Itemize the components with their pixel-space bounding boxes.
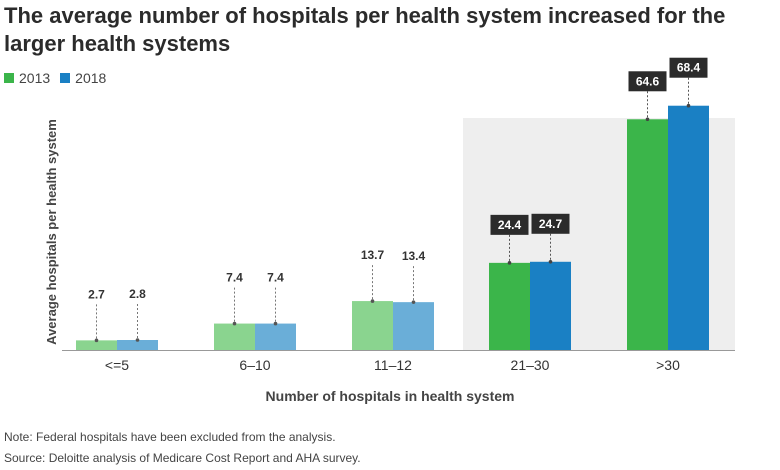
- value-label-box-2013-3: [490, 214, 529, 235]
- legend-label-2018: 2018: [75, 70, 107, 86]
- leader-dot-2013-1: [232, 321, 237, 326]
- value-label-2013-2: 13.7: [361, 248, 385, 262]
- x-tick-label-3: 21–30: [511, 357, 550, 373]
- legend-item-2013: 2013: [4, 70, 50, 86]
- leader-dot-2018-0: [135, 338, 140, 342]
- legend-swatch-2013: [4, 73, 14, 83]
- leader-dot-2013-4: [645, 117, 650, 122]
- x-tick-label-2: 11–12: [374, 357, 412, 373]
- bar-2013-4: [627, 119, 668, 351]
- legend-item-2018: 2018: [60, 70, 106, 86]
- x-axis-title: Number of hospitals in health system: [266, 388, 515, 404]
- leader-dot-2018-2: [411, 300, 416, 304]
- value-label-2018-1: 7.4: [267, 271, 284, 285]
- leader-dot-2018-1: [273, 321, 278, 326]
- legend: 2013 2018: [4, 70, 116, 86]
- leader-dot-2018-4: [686, 103, 691, 108]
- bar-2018-3: [530, 261, 571, 350]
- value-label-box-2018-3: [531, 213, 570, 234]
- legend-swatch-2018: [60, 73, 71, 83]
- leader-dot-2018-3: [548, 259, 553, 264]
- legend-label-2013: 2013: [19, 70, 51, 86]
- x-tick-label-0: <=5: [105, 357, 129, 373]
- chart-title: The average number of hospitals per heal…: [4, 3, 726, 56]
- y-axis-title: Average hospitals per health system: [44, 119, 59, 345]
- bar-chart: 2.7 2.8 <=5 7.4 7.4 6–10 13.7 13.4 11–12 24.4 24.7…: [44, 57, 735, 404]
- footnote: Note: Federal hospitals have been exclud…: [4, 430, 336, 444]
- value-label-2013-4: 64.6: [636, 74, 660, 88]
- value-label-box-2018-4: [669, 57, 708, 78]
- value-label-2013-1: 7.4: [226, 271, 243, 285]
- bar-2018-2: [393, 302, 434, 350]
- x-tick-label-1: 6–10: [239, 357, 270, 373]
- value-label-2018-4: 68.4: [677, 61, 701, 75]
- leader-dot-2013-0: [94, 338, 99, 343]
- bar-2013-1: [214, 323, 255, 350]
- bar-2013-3: [489, 262, 530, 350]
- value-label-2018-3: 24.7: [539, 217, 563, 231]
- value-label-2013-0: 2.7: [88, 287, 105, 301]
- x-tick-label-4: >30: [656, 357, 680, 373]
- leader-dot-2013-2: [370, 299, 375, 303]
- value-label-2018-0: 2.8: [129, 287, 146, 301]
- value-label-box-2013-4: [628, 71, 667, 92]
- bar-2013-0: [76, 340, 117, 350]
- bar-2013-2: [352, 301, 393, 350]
- bar-2018-0: [117, 340, 158, 350]
- value-label-2018-2: 13.4: [402, 249, 426, 263]
- bar-2018-1: [255, 323, 296, 350]
- bar-2018-4: [668, 105, 709, 350]
- source-note: Source: Deloitte analysis of Medicare Co…: [4, 451, 361, 465]
- value-label-2013-3: 24.4: [498, 218, 522, 232]
- leader-dot-2013-3: [507, 261, 512, 265]
